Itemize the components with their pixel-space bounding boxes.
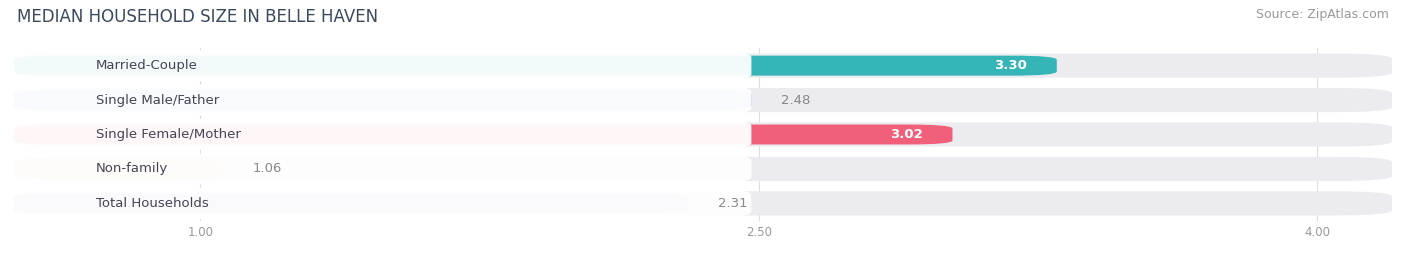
Text: 2.48: 2.48 [782,94,811,107]
Text: Single Male/Father: Single Male/Father [96,94,219,107]
FancyBboxPatch shape [14,54,1392,78]
Text: Non-family: Non-family [96,162,169,175]
Text: MEDIAN HOUSEHOLD SIZE IN BELLE HAVEN: MEDIAN HOUSEHOLD SIZE IN BELLE HAVEN [17,8,378,26]
FancyBboxPatch shape [14,56,1057,76]
FancyBboxPatch shape [14,88,1392,112]
FancyBboxPatch shape [14,159,222,179]
FancyBboxPatch shape [7,84,751,116]
FancyBboxPatch shape [7,119,751,150]
FancyBboxPatch shape [14,191,1392,215]
FancyBboxPatch shape [14,193,688,213]
Text: 2.31: 2.31 [718,197,748,210]
FancyBboxPatch shape [7,50,751,81]
FancyBboxPatch shape [14,90,751,110]
FancyBboxPatch shape [14,122,1392,147]
Text: Source: ZipAtlas.com: Source: ZipAtlas.com [1256,8,1389,21]
FancyBboxPatch shape [7,188,751,219]
Text: Married-Couple: Married-Couple [96,59,198,72]
Text: 1.06: 1.06 [253,162,281,175]
FancyBboxPatch shape [14,157,1392,181]
Text: Total Households: Total Households [96,197,208,210]
Text: 3.02: 3.02 [890,128,922,141]
FancyBboxPatch shape [7,153,751,185]
Text: Single Female/Mother: Single Female/Mother [96,128,240,141]
FancyBboxPatch shape [14,125,952,144]
Text: 3.30: 3.30 [994,59,1026,72]
